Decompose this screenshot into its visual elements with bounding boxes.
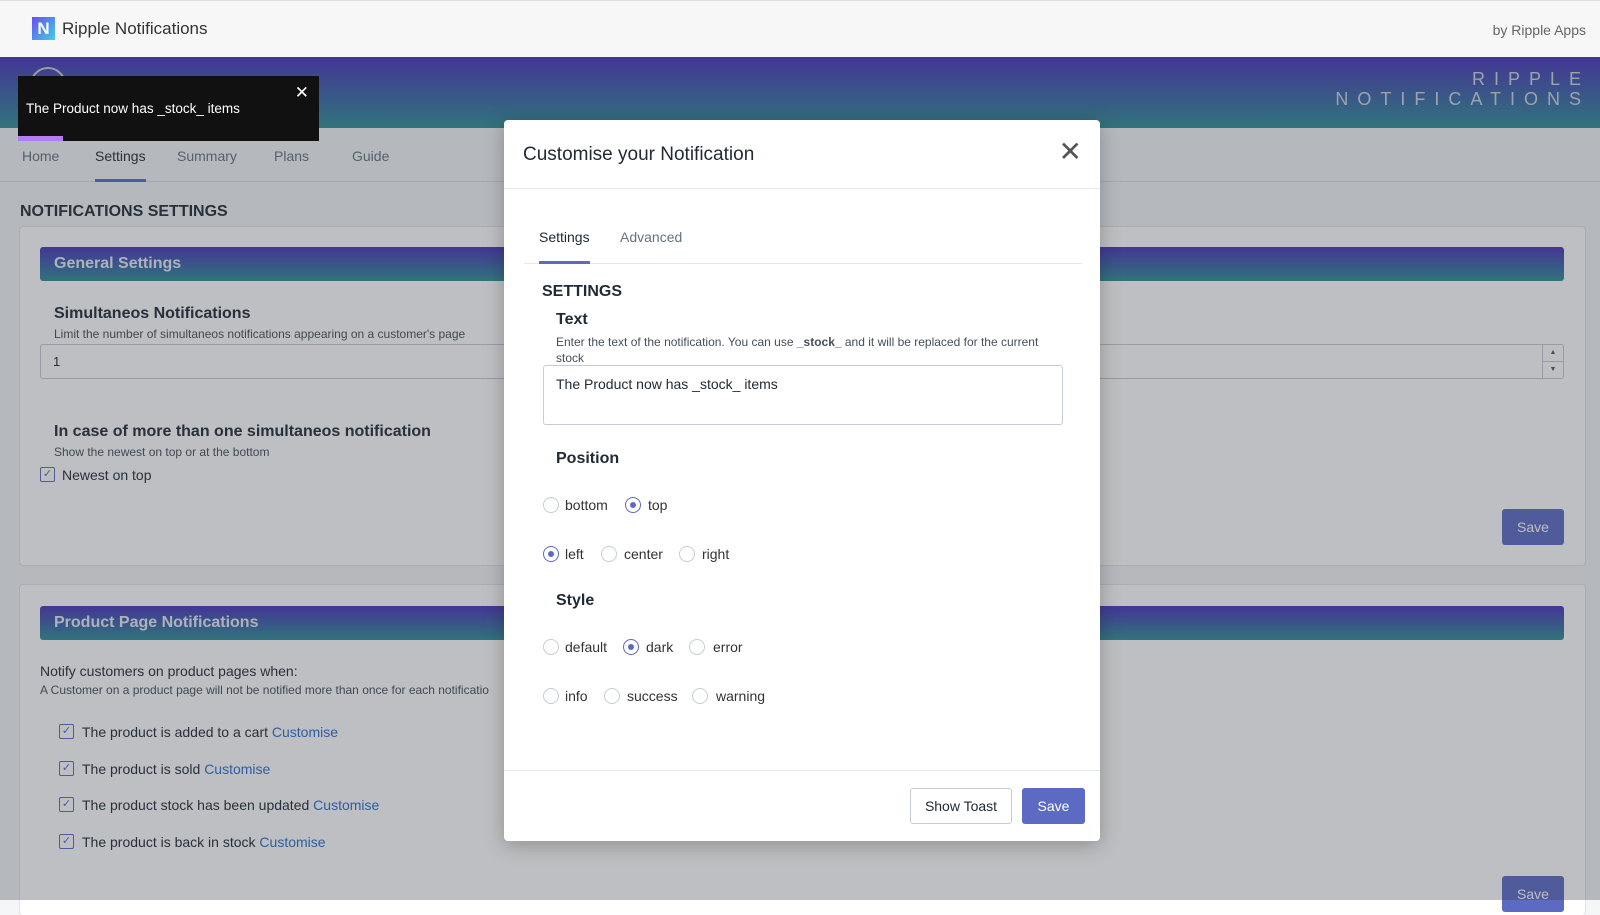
newest-on-top-label: Newest on top (62, 467, 152, 483)
app-logo: N (32, 17, 55, 40)
stock-updated-checkbox[interactable]: ✓ (59, 797, 74, 812)
radio-center[interactable] (601, 546, 617, 562)
toast-notification: The Product now has _stock_ items ✕ (18, 76, 319, 141)
radio-label: default (565, 639, 608, 655)
radio-error[interactable] (689, 639, 705, 655)
order-desc: Show the newest on top or at the bottom (54, 445, 270, 459)
tab-divider (524, 263, 1082, 264)
customise-link[interactable]: Customise (271, 724, 339, 740)
tab-guide[interactable]: Guide (352, 148, 390, 164)
radio-left[interactable] (543, 546, 559, 562)
chevron-up-icon[interactable]: ▲ (1549, 349, 1557, 356)
radio-bottom[interactable] (543, 497, 559, 513)
radio-label: error (713, 639, 743, 655)
radio-info[interactable] (543, 688, 559, 704)
modal-footer-divider (504, 770, 1100, 771)
list-item: The product is added to a cart Customise (82, 724, 339, 740)
customise-link[interactable]: Customise (204, 761, 271, 777)
active-tab-indicator (539, 261, 590, 264)
close-icon[interactable]: ✕ (294, 83, 309, 102)
modal-save-button[interactable]: Save (1022, 788, 1085, 824)
simultaneous-desc: Limit the number of simultaneos notifica… (54, 327, 466, 341)
tab-plans[interactable]: Plans (274, 148, 310, 164)
text-label: Text (556, 311, 588, 328)
brand-wordmark: RIPPLE NOTIFICATIONS (1335, 69, 1590, 109)
radio-label: right (702, 546, 730, 562)
page-title: NOTIFICATIONS SETTINGS (20, 203, 228, 220)
radio-label: center (624, 546, 663, 562)
settings-section-title: SETTINGS (542, 283, 623, 300)
modal-tab-advanced[interactable]: Advanced (620, 229, 683, 245)
toast-progress-bar (18, 136, 64, 141)
modal-header: Customise your Notification ✕ (504, 120, 1100, 189)
list-item: The product is back in stock Customise (82, 834, 326, 850)
number-stepper[interactable]: ▲ ▼ (1542, 345, 1563, 378)
list-item: The product stock has been updated Custo… (82, 797, 380, 813)
general-save-button[interactable]: Save (1502, 509, 1564, 545)
radio-label: info (565, 688, 588, 704)
radio-default[interactable] (543, 639, 559, 655)
style-label: Style (556, 592, 595, 609)
toast-message: The Product now has _stock_ items (26, 101, 240, 116)
customise-notification-modal: Customise your Notification ✕ Settings A… (504, 120, 1100, 841)
close-icon[interactable]: ✕ (1058, 136, 1082, 167)
position-label: Position (556, 450, 620, 467)
list-item: The product is sold Customise (82, 761, 271, 777)
radio-label: dark (646, 639, 674, 655)
modal-title: Customise your Notification (523, 144, 755, 165)
radio-success[interactable] (604, 688, 620, 704)
customise-link[interactable]: Customise (313, 797, 380, 813)
app-byline: by Ripple Apps (1492, 22, 1586, 38)
app-top-bar: N Ripple Notifications by Ripple Apps (0, 0, 1600, 57)
chevron-down-icon[interactable]: ▼ (1543, 361, 1563, 378)
simultaneous-title: Simultaneos Notifications (54, 305, 251, 322)
tab-settings[interactable]: Settings (95, 148, 146, 164)
radio-top[interactable] (625, 497, 641, 513)
product-note: A Customer on a product page will not be… (40, 683, 489, 697)
added-to-cart-checkbox[interactable]: ✓ (59, 724, 74, 739)
newest-on-top-checkbox[interactable]: ✓ (40, 467, 55, 482)
notification-text-input[interactable]: The Product now has _stock_ items (543, 365, 1063, 425)
app-title: Ripple Notifications (62, 19, 208, 38)
product-intro: Notify customers on product pages when: (40, 663, 298, 679)
text-desc: Enter the text of the notification. You … (556, 335, 1039, 365)
back-in-stock-checkbox[interactable]: ✓ (59, 834, 74, 849)
active-tab-indicator (95, 179, 146, 182)
sold-checkbox[interactable]: ✓ (59, 761, 74, 776)
radio-label: success (627, 688, 678, 704)
order-title: In case of more than one simultaneos not… (54, 423, 431, 440)
radio-warning[interactable] (692, 688, 708, 704)
tab-home[interactable]: Home (22, 148, 60, 164)
customise-link[interactable]: Customise (259, 834, 326, 850)
modal-tab-settings[interactable]: Settings (539, 229, 590, 245)
radio-label: bottom (565, 497, 608, 513)
show-toast-button[interactable]: Show Toast (910, 788, 1012, 824)
radio-label: left (565, 546, 584, 562)
radio-dark[interactable] (623, 639, 639, 655)
tab-summary[interactable]: Summary (177, 148, 237, 164)
radio-right[interactable] (679, 546, 695, 562)
radio-label: top (648, 497, 668, 513)
radio-label: warning (716, 688, 766, 704)
